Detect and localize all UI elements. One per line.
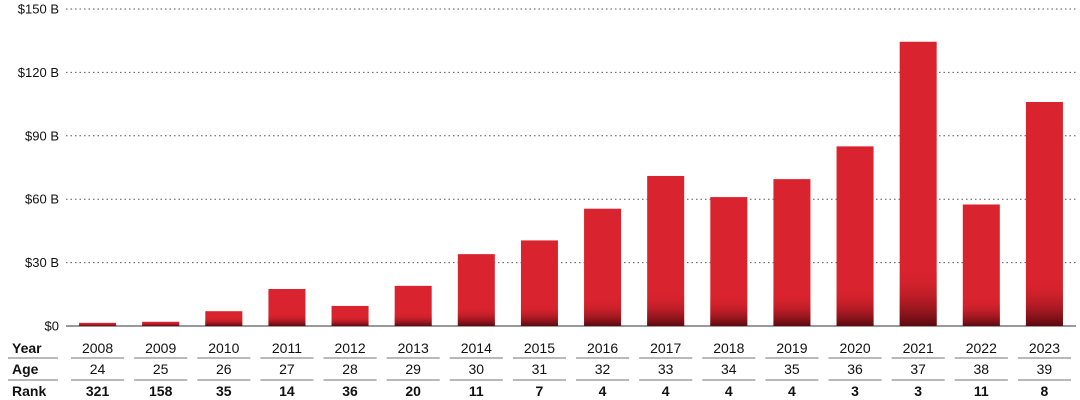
rank-cell: 4	[725, 383, 733, 399]
rank-cell: 3	[914, 383, 922, 399]
age-cell: 38	[974, 361, 990, 377]
y-tick-label: $0	[45, 319, 59, 334]
rank-cell: 4	[662, 383, 670, 399]
year-cell: 2021	[903, 340, 934, 356]
rank-cell: 321	[86, 383, 110, 399]
year-cell: 2010	[208, 340, 239, 356]
y-tick-label: $30 B	[25, 255, 59, 270]
year-cell: 2014	[461, 340, 492, 356]
y-tick-label: $150 B	[18, 2, 59, 17]
rank-cell: 11	[974, 383, 989, 399]
y-tick-label: $90 B	[25, 128, 59, 143]
rank-cell: 35	[216, 383, 232, 399]
year-cell: 2018	[713, 340, 744, 356]
age-cell: 26	[216, 361, 232, 377]
year-cell: 2013	[398, 340, 429, 356]
rank-cell: 4	[599, 383, 607, 399]
year-cell: 2016	[587, 340, 618, 356]
age-cell: 39	[1037, 361, 1053, 377]
bar-shadow	[142, 321, 180, 326]
year-cell: 2023	[1029, 340, 1060, 356]
age-cell: 28	[342, 361, 358, 377]
year-cell: 2012	[334, 340, 365, 356]
bar-shadow	[773, 293, 811, 326]
rank-cell: 3	[851, 383, 859, 399]
bar-shadow	[394, 312, 432, 326]
age-cell: 31	[532, 361, 548, 377]
row-label-rank: Rank	[12, 383, 46, 399]
bar-shadow	[899, 268, 937, 326]
year-cell: 2019	[776, 340, 807, 356]
age-cell: 35	[784, 361, 800, 377]
year-cell: 2011	[272, 340, 302, 356]
data-table: Year 2008 2009 2010 2011 2012 2013 2014 2015 2016…	[8, 340, 1071, 399]
year-cell: 2017	[650, 340, 681, 356]
age-cell: 32	[595, 361, 611, 377]
row-label-year: Year	[12, 340, 42, 356]
rank-cell: 158	[149, 383, 173, 399]
age-cell: 29	[405, 361, 421, 377]
bar-shadow	[962, 298, 1000, 326]
rank-cell: 4	[788, 383, 796, 399]
bar-shadow	[710, 296, 748, 326]
bar-shadow	[836, 287, 874, 326]
bar-shadow	[457, 307, 495, 326]
year-cell: 2009	[145, 340, 176, 356]
age-cell: 27	[279, 361, 295, 377]
age-cell: 25	[153, 361, 169, 377]
year-cell: 2022	[966, 340, 997, 356]
bar-shadow	[79, 322, 117, 326]
age-cell: 37	[910, 361, 926, 377]
rank-cell: 11	[469, 383, 484, 399]
bars	[79, 41, 1063, 327]
age-cell: 24	[90, 361, 106, 377]
age-cell: 34	[721, 361, 737, 377]
y-tick-label: $120 B	[18, 65, 59, 80]
row-label-age: Age	[12, 361, 39, 377]
y-axis-ticks: $0 $30 B $60 B $90 B $120 B $150 B	[18, 2, 59, 334]
age-cell: 36	[847, 361, 863, 377]
rank-cell: 14	[279, 383, 295, 399]
rank-cell: 20	[405, 383, 421, 399]
year-cell: 2020	[839, 340, 870, 356]
bar-shadow	[647, 292, 685, 326]
age-cell: 33	[658, 361, 674, 377]
year-cell: 2015	[524, 340, 555, 356]
bar-shadow	[268, 313, 306, 326]
rank-cell: 36	[342, 383, 358, 399]
rank-cell: 8	[1041, 383, 1049, 399]
rank-cell: 7	[536, 383, 544, 399]
bar-shadow	[584, 298, 622, 326]
bar-shadow	[331, 316, 369, 326]
bar-shadow	[1025, 279, 1063, 326]
bar-shadow	[205, 317, 243, 326]
year-cell: 2008	[82, 340, 113, 356]
y-tick-label: $60 B	[25, 192, 59, 207]
age-cell: 30	[469, 361, 485, 377]
bar-shadow	[520, 304, 558, 326]
